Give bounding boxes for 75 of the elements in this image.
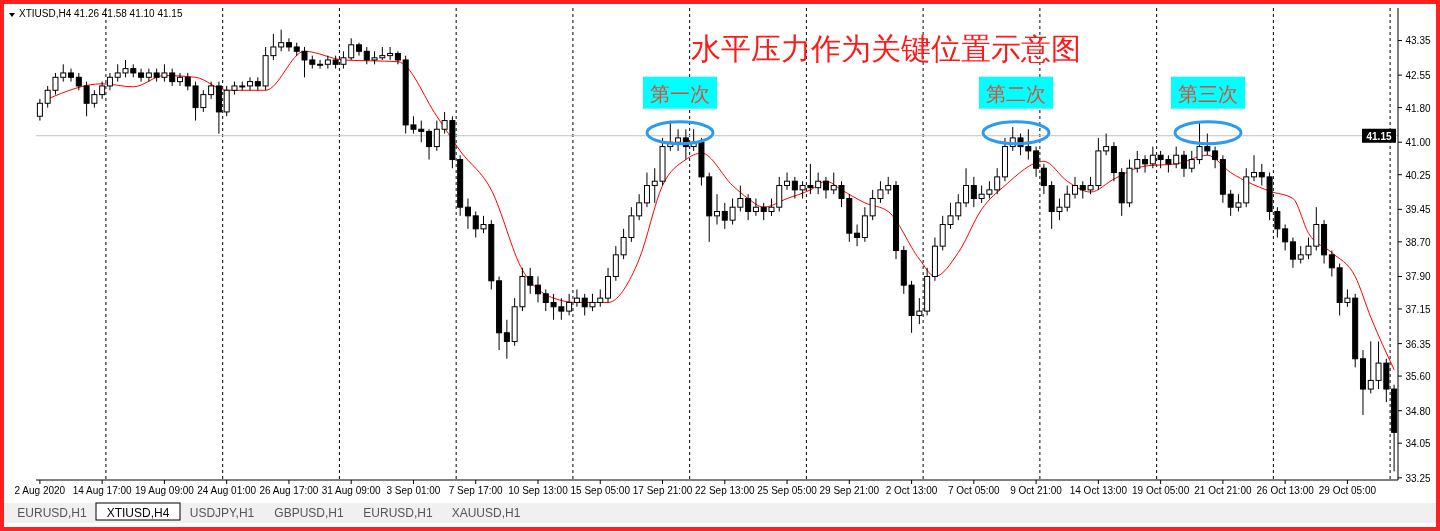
annotation: 第二次 xyxy=(986,82,1046,105)
x-tick-label: 19 Oct 05:00 xyxy=(1131,485,1190,496)
candlestick xyxy=(36,98,43,122)
ref-line-label: 41.15 xyxy=(1366,130,1392,142)
candlestick xyxy=(1072,176,1079,200)
candlestick xyxy=(387,46,394,61)
candlestick xyxy=(784,172,791,191)
candlestick xyxy=(963,167,970,208)
text: EURUSD,H1 xyxy=(363,506,433,520)
candlestick xyxy=(464,198,471,230)
x-tick-label: 14 Oct 13:00 xyxy=(1069,485,1128,496)
candlestick xyxy=(285,37,292,52)
candlestick xyxy=(247,76,254,91)
candlestick xyxy=(534,275,541,303)
candlestick xyxy=(605,267,612,303)
candlestick xyxy=(822,176,829,200)
candlestick xyxy=(1180,150,1187,178)
x-tick-label: 29 Oct 05:00 xyxy=(1318,485,1377,496)
x-tick-label: 9 Oct 21:00 xyxy=(1010,485,1063,496)
y-tick-label: 36.35 xyxy=(1405,338,1431,350)
y-tick-label: 34.05 xyxy=(1405,438,1431,450)
x-tick-label: 7 Oct 05:00 xyxy=(947,485,1001,496)
y-tick-label: 37.15 xyxy=(1405,303,1431,315)
x-tick-label: 21 Oct 21:00 xyxy=(1194,485,1252,496)
candlestick xyxy=(861,206,868,243)
text: EURUSD,H1 xyxy=(17,506,87,520)
candlestick xyxy=(643,172,650,208)
candlestick xyxy=(1289,237,1296,269)
y-tick-label: 41.00 xyxy=(1405,137,1431,149)
candlestick xyxy=(752,198,759,217)
x-tick-label: 26 Aug 17:00 xyxy=(259,485,319,496)
candlestick xyxy=(1142,154,1149,174)
x-tick-label: 15 Sep 05:00 xyxy=(570,485,631,496)
y-tick-label: 39.45 xyxy=(1405,204,1431,216)
y-tick-label: 40.25 xyxy=(1405,169,1431,181)
candlestick xyxy=(714,193,720,226)
candlestick xyxy=(1212,146,1219,169)
x-tick-label: 19 Aug 09:00 xyxy=(134,485,195,496)
candlestick xyxy=(745,193,752,221)
x-tick-label: 29 Sep 21:00 xyxy=(819,485,880,496)
text: XTIUSD,H4 xyxy=(106,506,170,520)
y-tick-label: 33.25 xyxy=(1405,472,1431,484)
x-tick-label: 25 Sep 05:00 xyxy=(757,485,818,496)
x-tick-label: 26 Oct 13:00 xyxy=(1256,485,1315,496)
candlestick xyxy=(138,68,145,83)
y-tick-label: 35.60 xyxy=(1405,371,1431,383)
candlestick xyxy=(426,128,433,161)
candlestick xyxy=(1251,154,1258,182)
y-tick-label: 41.80 xyxy=(1405,102,1431,114)
x-tick-label: 3 Sep 01:00 xyxy=(386,485,441,496)
y-tick-label: 34.80 xyxy=(1405,405,1431,417)
annotation: 第一次 xyxy=(650,82,710,105)
x-tick-label: 7 Sep 17:00 xyxy=(448,485,504,496)
y-tick-label: 43.35 xyxy=(1405,35,1431,47)
x-tick-label: 14 Aug 17:00 xyxy=(72,485,133,496)
text: USDJPY,H1 xyxy=(189,506,255,520)
text: XAUUSD,H1 xyxy=(451,506,521,520)
candlestick xyxy=(317,59,324,70)
candlestick xyxy=(854,224,861,247)
candlestick xyxy=(68,68,75,83)
x-tick-label: 10 Sep 13:00 xyxy=(508,485,569,496)
y-tick-label: 38.70 xyxy=(1405,236,1431,248)
text: GBPUSD,H1 xyxy=(274,506,344,520)
y-tick-label: 42.55 xyxy=(1405,70,1431,82)
x-tick-label: 22 Sep 13:00 xyxy=(695,485,755,496)
text: 水平压力作为关键位置示意图 xyxy=(691,32,1081,65)
x-tick-label: 17 Sep 21:00 xyxy=(632,485,693,496)
y-tick-label: 37.90 xyxy=(1405,271,1431,283)
annotation: 第三次 xyxy=(1178,82,1238,105)
x-tick-label: 2 Oct 13:00 xyxy=(885,485,938,496)
candlestick xyxy=(176,72,183,87)
x-tick-label: 2 Aug 2020 xyxy=(14,485,66,496)
x-tick-label: 24 Aug 01:00 xyxy=(197,485,257,496)
chart-subtitle: XTIUSD,H4 41.26 41.58 41.10 41.15 xyxy=(19,8,183,19)
x-tick-label: 31 Aug 09:00 xyxy=(321,485,382,496)
